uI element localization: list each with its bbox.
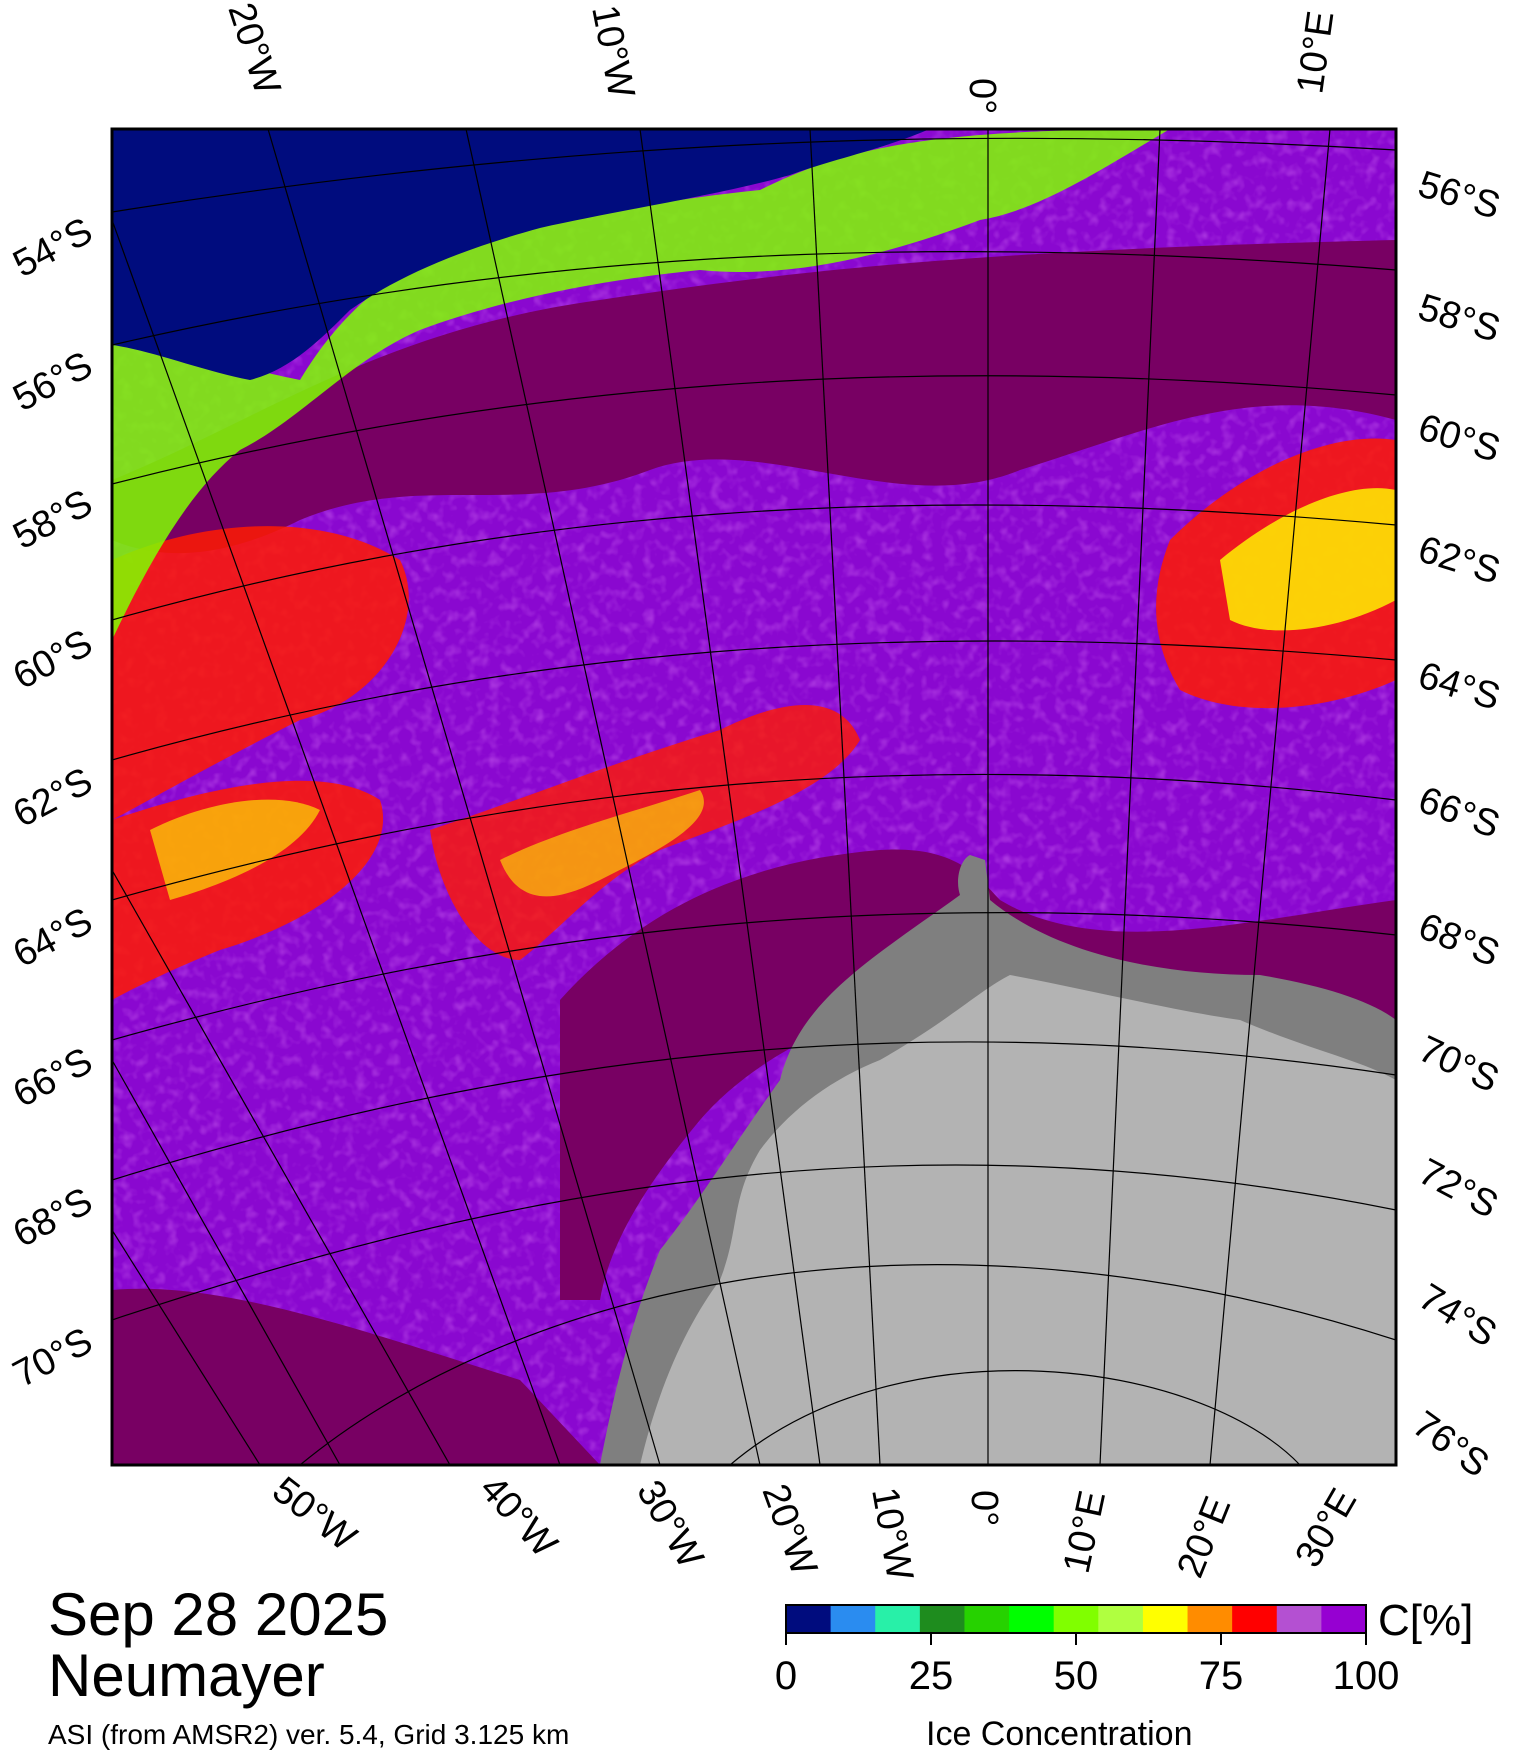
left-lat-label: 68°S <box>7 1180 100 1256</box>
colorbar-segment <box>1142 1605 1189 1633</box>
colorbar-label: Ice Concentration <box>926 1715 1193 1753</box>
bottom-lon-label: 0° <box>963 1490 1005 1526</box>
high-ice-band-southwest <box>112 1288 600 1465</box>
high-ice-band-north <box>112 240 1396 554</box>
bottom-lon-label: 50°W <box>264 1469 364 1560</box>
colorbar <box>786 1605 1367 1633</box>
graticule <box>112 129 1396 1465</box>
colorbar-segment <box>1098 1605 1144 1633</box>
right-lat-label: 64°S <box>1413 654 1504 718</box>
right-lat-label: 58°S <box>1413 286 1504 350</box>
right-lat-label: 66°S <box>1413 779 1505 847</box>
top-lon-label: 10°W <box>583 2 642 102</box>
colorbar-tick-label: 100 <box>1332 1654 1400 1698</box>
colorbar-ticks <box>785 1633 1367 1645</box>
yellow-zone-west <box>150 799 320 900</box>
map-frame <box>110 127 1398 1467</box>
right-lat-label: 70°S <box>1412 1028 1505 1101</box>
colorbar-segment <box>919 1605 965 1633</box>
bottom-lon-label: 10°W <box>863 1484 921 1583</box>
colorbar-segment <box>964 1605 1010 1633</box>
colorbar-segment <box>1187 1605 1233 1633</box>
colorbar-tick-label: 0 <box>774 1654 798 1698</box>
map-date: Sep 28 2025 <box>48 1581 389 1648</box>
bottom-lon-label: 20°E <box>1169 1491 1239 1584</box>
bottom-lon-label: 20°W <box>754 1479 825 1581</box>
colorbar-tick-label: 25 <box>908 1654 954 1698</box>
left-lat-label: 64°S <box>7 900 100 976</box>
top-lon-label: 10°E <box>1289 8 1342 96</box>
right-lat-label: 76°S <box>1405 1403 1497 1486</box>
right-lat-label: 62°S <box>1413 528 1504 592</box>
right-lat-label: 60°S <box>1413 406 1504 470</box>
open-water <box>112 129 930 380</box>
left-lat-label: 60°S <box>7 622 100 698</box>
left-lat-label: 54°S <box>7 210 100 286</box>
right-lat-label: 74°S <box>1411 1276 1503 1356</box>
top-lon-label: 20°W <box>219 0 288 100</box>
left-lat-label: 66°S <box>7 1040 100 1116</box>
right-lat-label: 56°S <box>1413 163 1504 227</box>
colorbar-segment <box>875 1605 921 1633</box>
left-lat-label: 70°S <box>7 1320 100 1396</box>
colorbar-tick-label: 75 <box>1198 1654 1244 1698</box>
yellow-zone-center <box>500 790 704 897</box>
top-lon-label: 0° <box>961 78 1003 114</box>
product-info: ASI (from AMSR2) ver. 5.4, Grid 3.125 km <box>48 1719 570 1750</box>
yellow-zone-east <box>1220 488 1396 631</box>
left-lat-label: 62°S <box>7 760 100 836</box>
antarctic-continent <box>640 975 1396 1465</box>
colorbar-segment <box>786 1605 832 1633</box>
colorbar-segment <box>1276 1605 1322 1633</box>
bottom-lon-label: 10°E <box>1056 1487 1114 1577</box>
right-lat-label: 68°S <box>1413 905 1506 975</box>
colorbar-segment <box>1321 1605 1367 1633</box>
bottom-lon-label: 40°W <box>471 1468 565 1566</box>
left-lat-label: 56°S <box>7 344 100 420</box>
high-ice-band-coast <box>560 849 1396 1300</box>
station-name: Neumayer <box>48 1642 325 1709</box>
colorbar-segment <box>1232 1605 1278 1633</box>
colorbar-segment <box>1053 1605 1099 1633</box>
colorbar-segment <box>830 1605 876 1633</box>
bottom-lon-label: 30°W <box>628 1474 711 1576</box>
bottom-lon-label: 30°E <box>1287 1482 1365 1575</box>
left-lat-label: 58°S <box>7 482 100 558</box>
colorbar-tick-label: 50 <box>1053 1654 1099 1698</box>
colorbar-unit: C[%] <box>1378 1596 1474 1645</box>
colorbar-segment <box>1009 1605 1055 1633</box>
marginal-ice-zone <box>112 129 1170 640</box>
right-lat-label: 72°S <box>1412 1151 1505 1227</box>
